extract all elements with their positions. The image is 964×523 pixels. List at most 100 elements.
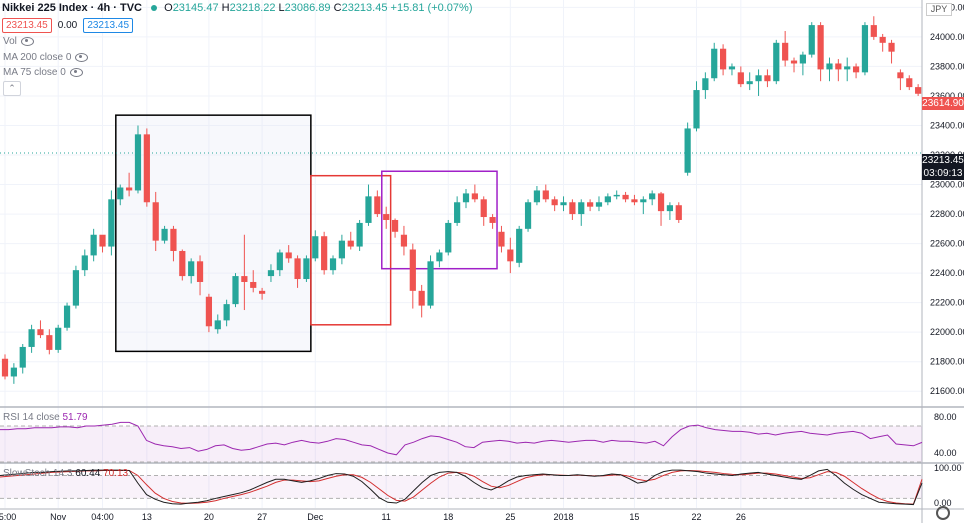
stoch-legend[interactable]: SlowStoch 14 3 60.44 70.13 bbox=[3, 468, 129, 479]
candle-body bbox=[391, 219, 399, 232]
candle-body bbox=[232, 276, 239, 305]
candle-body bbox=[737, 72, 744, 85]
stoch-k-line bbox=[0, 468, 923, 506]
candle-body bbox=[28, 329, 35, 347]
candle-body bbox=[835, 63, 842, 70]
candle bbox=[595, 196, 603, 212]
price-tick-label: 23600.00 bbox=[930, 91, 964, 101]
candle-body bbox=[462, 193, 470, 203]
currency-label[interactable]: JPY bbox=[926, 3, 952, 16]
low-label: L bbox=[278, 2, 285, 14]
candle-body bbox=[542, 190, 549, 200]
ask-box[interactable]: 23213.45 bbox=[83, 18, 134, 33]
candle bbox=[622, 191, 629, 203]
candle bbox=[267, 264, 275, 282]
candle-body bbox=[666, 205, 674, 212]
candle bbox=[294, 255, 301, 288]
candle-body bbox=[915, 87, 922, 94]
candle bbox=[888, 39, 895, 64]
chevron-up-icon[interactable]: ⌃ bbox=[3, 81, 21, 96]
candle bbox=[516, 225, 523, 268]
candle-body bbox=[782, 42, 789, 61]
candle bbox=[374, 190, 381, 218]
candle-body bbox=[303, 258, 310, 280]
candle-body bbox=[276, 252, 283, 271]
candle-body bbox=[790, 60, 798, 64]
bid-ask-row: 23213.45 0.00 23213.45 bbox=[2, 17, 134, 34]
candle-body bbox=[134, 134, 142, 191]
candle bbox=[649, 190, 656, 206]
price-tick-label: 21800.00 bbox=[930, 357, 964, 367]
candle-body bbox=[728, 66, 736, 70]
candle-body bbox=[46, 335, 53, 350]
candle-body bbox=[480, 199, 487, 218]
candle bbox=[764, 69, 771, 88]
candle bbox=[258, 287, 266, 300]
candle bbox=[232, 273, 239, 308]
candle-body bbox=[196, 261, 204, 282]
candle bbox=[817, 22, 824, 82]
candle bbox=[604, 193, 611, 206]
candle bbox=[551, 196, 558, 212]
candle-body bbox=[587, 202, 594, 207]
candle-body bbox=[126, 187, 133, 191]
candle-body bbox=[693, 90, 700, 129]
candle bbox=[108, 190, 115, 256]
eye-icon[interactable] bbox=[20, 36, 34, 46]
candle-body bbox=[347, 240, 354, 247]
candle bbox=[214, 314, 221, 334]
rsi-legend[interactable]: RSI 14 close 51.79 bbox=[3, 412, 88, 423]
price-tick-label: 23000.00 bbox=[930, 180, 964, 190]
vol-legend[interactable]: Vol bbox=[3, 36, 34, 47]
candle bbox=[852, 63, 860, 79]
candle-body bbox=[906, 78, 913, 88]
candle-body bbox=[356, 222, 363, 247]
last-price-tag: 23614.90 bbox=[922, 97, 964, 110]
candle bbox=[454, 196, 461, 226]
candle bbox=[81, 249, 88, 277]
candle-body bbox=[622, 194, 629, 200]
candle bbox=[143, 128, 150, 207]
candle-body bbox=[595, 202, 603, 207]
candle-body bbox=[746, 81, 753, 85]
rsi-tick-label: 40.00 bbox=[934, 448, 957, 458]
candle-body bbox=[143, 134, 150, 203]
candle-body bbox=[418, 290, 425, 306]
candle-body bbox=[489, 217, 496, 223]
candle bbox=[702, 72, 709, 99]
eye-icon[interactable] bbox=[75, 52, 89, 62]
price-tick-label: 22000.00 bbox=[930, 327, 964, 337]
candle-body bbox=[329, 258, 337, 271]
candle bbox=[542, 184, 549, 203]
candle-body bbox=[498, 231, 505, 247]
candle bbox=[773, 39, 780, 85]
ma200-legend[interactable]: MA 200 close 0 bbox=[3, 52, 89, 63]
candle bbox=[134, 125, 142, 194]
candle bbox=[170, 225, 177, 262]
bid-box[interactable]: 23213.45 bbox=[2, 18, 52, 33]
candle bbox=[507, 237, 514, 274]
candle bbox=[1, 354, 9, 380]
candle bbox=[152, 191, 159, 251]
candle bbox=[19, 343, 26, 374]
candle bbox=[188, 258, 195, 284]
candle-body bbox=[241, 276, 248, 282]
eye-icon[interactable] bbox=[69, 67, 83, 77]
candle bbox=[90, 228, 97, 262]
candle bbox=[578, 199, 585, 226]
candle-body bbox=[338, 240, 345, 259]
candle bbox=[826, 57, 833, 82]
gear-icon[interactable] bbox=[936, 506, 950, 520]
high-value: 23218.22 bbox=[229, 2, 276, 14]
time-tick-label: 04:00 bbox=[91, 512, 114, 522]
price-tick-label: 22800.00 bbox=[930, 209, 964, 219]
candle-body bbox=[578, 202, 585, 215]
ma75-legend[interactable]: MA 75 close 0 bbox=[3, 67, 83, 78]
candle-body bbox=[657, 193, 665, 212]
candle bbox=[427, 255, 434, 309]
time-tick-label: 2018 bbox=[554, 512, 574, 522]
candle-body bbox=[321, 236, 328, 271]
candle bbox=[870, 16, 877, 40]
candle bbox=[844, 57, 851, 82]
